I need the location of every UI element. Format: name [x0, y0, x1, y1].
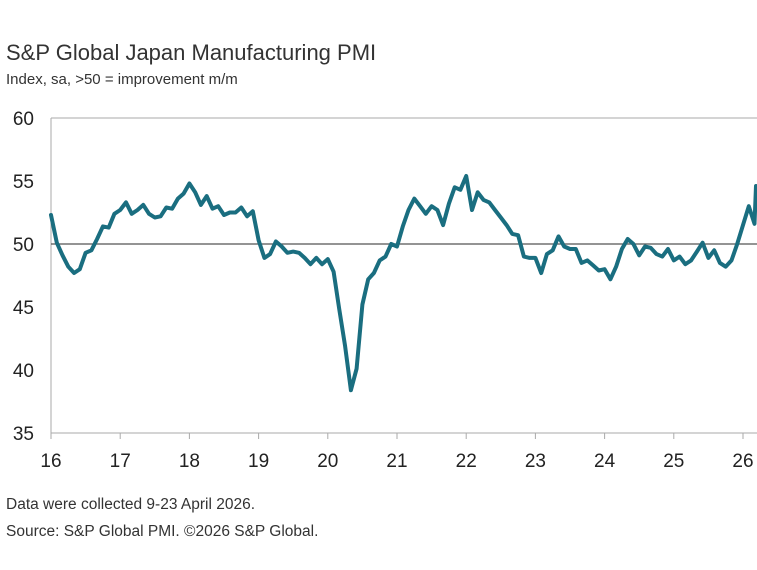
x-tick-label: 18: [179, 451, 200, 472]
y-tick-label: 40: [13, 361, 34, 382]
x-tick-label: 19: [248, 451, 269, 472]
x-tick-label: 17: [110, 451, 131, 472]
x-axis: 16 17 18 19 20 21 22 23 24 25 26: [40, 433, 754, 472]
y-tick-label: 60: [13, 109, 34, 130]
x-tick-label: 23: [525, 451, 546, 472]
x-tick-label: 25: [663, 451, 684, 472]
data-collection-note: Data were collected 9-23 April 2026.: [6, 496, 256, 513]
x-tick-label: 16: [40, 451, 61, 472]
x-tick-label: 20: [317, 451, 338, 472]
source-note: Source: S&P Global PMI. ©2026 S&P Global…: [6, 523, 319, 540]
y-tick-label: 45: [13, 298, 34, 319]
y-tick-label: 35: [13, 424, 34, 445]
pmi-series-line: [49, 174, 757, 393]
y-axis: 35 40 45 50 55 60: [13, 109, 34, 445]
x-tick-label: 21: [386, 451, 407, 472]
chart-title: S&P Global Japan Manufacturing PMI: [6, 40, 377, 65]
x-tick-label: 22: [456, 451, 477, 472]
x-tick-label: 24: [594, 451, 616, 472]
y-tick-label: 50: [13, 235, 34, 256]
chart-subtitle: Index, sa, >50 = improvement m/m: [6, 71, 238, 88]
y-tick-label: 55: [13, 172, 34, 193]
x-tick-label: 26: [732, 451, 753, 472]
